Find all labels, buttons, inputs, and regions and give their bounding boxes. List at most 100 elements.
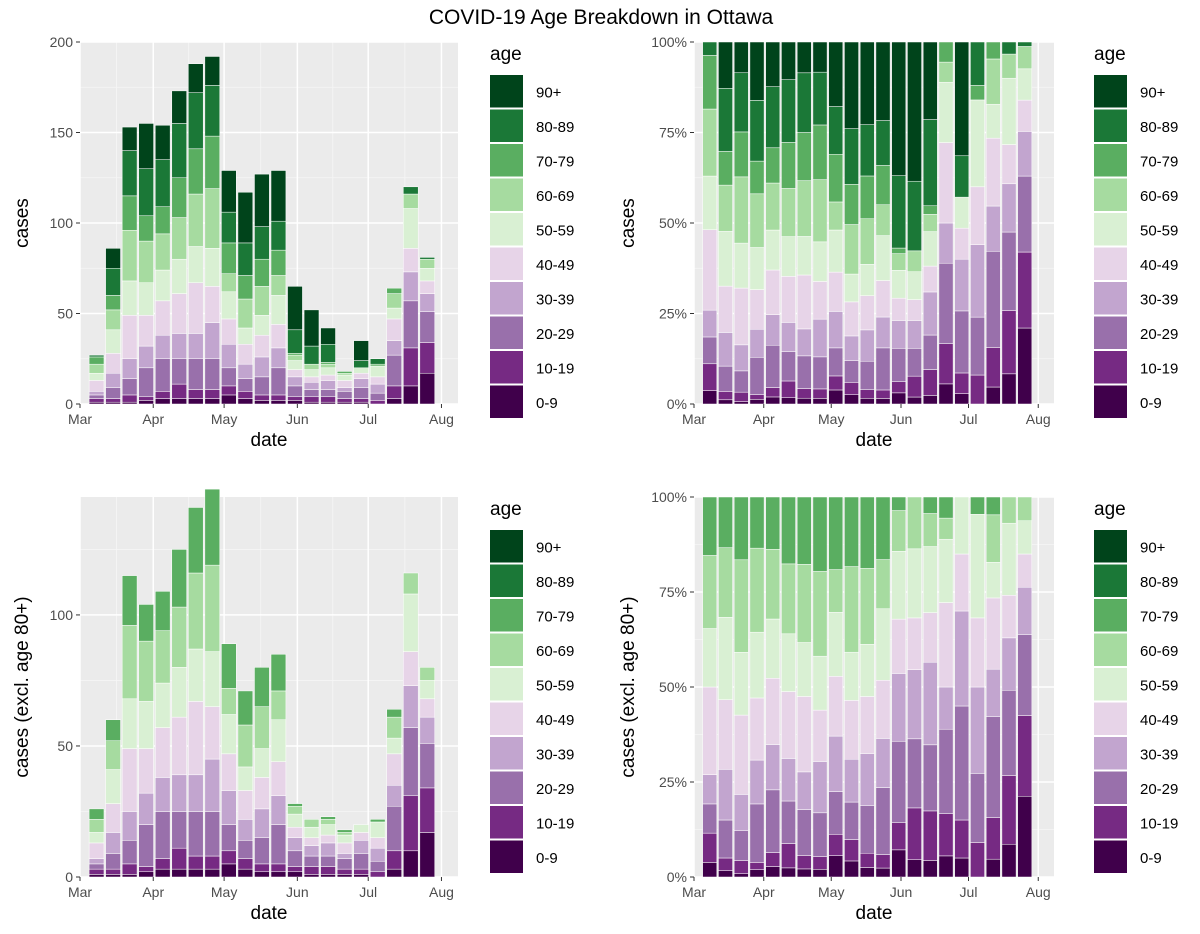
bar-segment-50-59 xyxy=(702,175,718,230)
bar-segment-50-59 xyxy=(765,229,781,271)
bar-segment-90+ xyxy=(844,41,859,129)
bar-segment-10-19 xyxy=(287,866,303,873)
bar-segment-60-69 xyxy=(702,555,718,629)
legend-key-30-39 xyxy=(490,282,523,315)
bar-segment-0-9 xyxy=(171,868,187,878)
bar-segment-20-29 xyxy=(287,850,303,867)
bar-segment-10-19 xyxy=(270,863,287,873)
bar-segment-30-39 xyxy=(1017,587,1033,635)
bar-segment-90+ xyxy=(922,41,938,120)
bar-segment-30-39 xyxy=(985,668,1001,717)
bar-segment-40-49 xyxy=(369,837,386,849)
bar-segment-30-39 xyxy=(1001,183,1017,233)
bar-segment-80-89 xyxy=(88,354,105,358)
bar-segment-50-59 xyxy=(154,269,171,302)
bar-segment-10-19 xyxy=(419,787,435,833)
bar-segment-70-79 xyxy=(938,496,954,519)
bar-segment-50-59 xyxy=(875,608,891,681)
legend-label: 10-19 xyxy=(536,360,574,377)
bar-segment-70-79 xyxy=(828,153,844,203)
bar-segment-80-89 xyxy=(875,120,891,166)
bar-segment-40-49 xyxy=(221,753,237,791)
bar-segment-30-39 xyxy=(796,771,812,810)
bar-segment-0-9 xyxy=(237,398,254,405)
bar-segment-70-79 xyxy=(369,363,386,367)
legend-label: 40-49 xyxy=(536,257,574,274)
bar-segment-50-59 xyxy=(88,832,105,844)
bar-segment-30-39 xyxy=(105,372,121,388)
bar-segment-20-29 xyxy=(765,789,781,853)
bar-segment-70-79 xyxy=(204,135,220,189)
bar-segment-80-89 xyxy=(733,72,749,133)
legend-label: 80-89 xyxy=(536,119,574,136)
bar-segment-10-19 xyxy=(419,342,435,374)
bar-segment-0-9 xyxy=(1001,373,1017,405)
bar-segment-60-69 xyxy=(796,564,812,643)
bar-segment-50-59 xyxy=(138,701,154,749)
x-axis-title: date xyxy=(856,430,893,451)
bar-segment-50-59 xyxy=(419,680,435,700)
legend-label: 60-69 xyxy=(536,643,574,660)
bar-segment-0-9 xyxy=(828,389,844,405)
bar-segment-10-19 xyxy=(353,868,369,875)
bar-segment-60-69 xyxy=(287,805,303,815)
bar-segment-40-49 xyxy=(985,137,1001,207)
bar-segment-50-59 xyxy=(796,642,812,697)
bar-segment-0-9 xyxy=(812,398,828,405)
bar-segment-30-39 xyxy=(812,318,828,358)
bar-segment-10-19 xyxy=(812,388,828,399)
bar-segment-10-19 xyxy=(812,856,828,870)
bar-segment-0-9 xyxy=(303,874,320,878)
bar-segment-30-39 xyxy=(403,685,419,728)
bar-segment-10-19 xyxy=(859,853,875,868)
y-tick-label: 0% xyxy=(667,869,687,885)
bar-segment-20-29 xyxy=(733,830,749,861)
bar-segment-70-79 xyxy=(386,709,402,718)
bar-segment-70-79 xyxy=(781,142,796,189)
bar-segment-90+ xyxy=(828,41,844,107)
bar-segment-50-59 xyxy=(907,271,922,300)
bar-segment-10-19 xyxy=(781,380,796,398)
bar-segment-70-79 xyxy=(749,160,765,195)
bar-segment-10-19 xyxy=(254,394,270,401)
bar-segment-70-79 xyxy=(875,165,891,206)
bar-segment-90+ xyxy=(749,41,765,101)
bar-segment-10-19 xyxy=(733,860,749,874)
bar-segment-70-79 xyxy=(844,496,859,567)
bar-segment-20-29 xyxy=(828,347,844,377)
bar-segment-0-9 xyxy=(781,867,796,878)
bar-segment-0-9 xyxy=(419,832,435,878)
bar-segment-20-29 xyxy=(985,716,1001,818)
x-tick-label: May xyxy=(211,411,237,427)
bar-segment-20-29 xyxy=(188,358,204,390)
bar-segment-60-69 xyxy=(1017,496,1033,521)
bar-segment-60-69 xyxy=(121,625,138,700)
bar-segment-40-49 xyxy=(796,696,812,773)
bar-segment-0-9 xyxy=(844,394,859,405)
bar-segment-60-69 xyxy=(154,233,171,271)
bar-segment-60-69 xyxy=(303,363,320,370)
bar-segment-50-59 xyxy=(812,655,828,711)
bar-segment-50-59 xyxy=(938,81,954,143)
bar-segment-10-19 xyxy=(922,369,938,396)
bar-segment-10-19 xyxy=(237,391,254,399)
x-tick-label: Apr xyxy=(753,884,775,900)
bar-segment-10-19 xyxy=(875,854,891,869)
bar-segment-60-69 xyxy=(718,184,733,232)
bar-segment-10-19 xyxy=(796,855,812,870)
bar-segment-50-59 xyxy=(781,633,796,692)
bar-segment-10-19 xyxy=(970,842,985,878)
bar-segment-90+ xyxy=(270,170,287,222)
bar-segment-90+ xyxy=(303,309,320,347)
bar-segment-30-39 xyxy=(121,811,138,841)
bar-segment-30-39 xyxy=(702,774,718,805)
bar-segment-70-79 xyxy=(154,206,171,235)
legend-key-90+ xyxy=(1094,530,1127,563)
legend-label: 60-69 xyxy=(1140,643,1178,660)
bar-segment-20-29 xyxy=(386,354,402,387)
bar-segment-50-59 xyxy=(369,365,386,378)
bar-segment-10-19 xyxy=(907,375,922,398)
bar-segment-80-89 xyxy=(270,220,287,251)
legend-label: 30-39 xyxy=(536,746,574,763)
bar-segment-60-69 xyxy=(386,293,402,309)
